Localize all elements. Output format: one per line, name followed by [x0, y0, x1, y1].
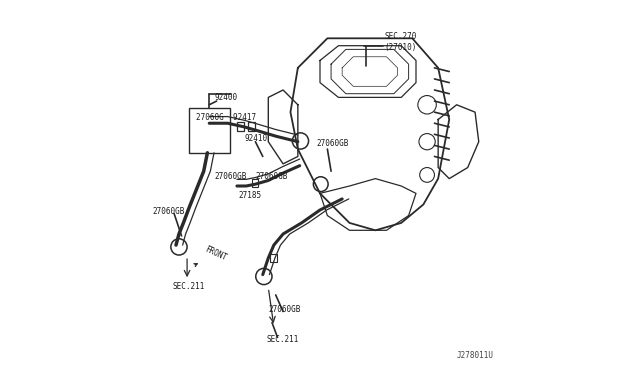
Text: 27060GB: 27060GB	[152, 207, 184, 217]
Bar	[252, 179, 259, 187]
Text: SEC.211: SEC.211	[266, 336, 299, 344]
Bar	[270, 254, 277, 262]
Bar	[248, 122, 255, 131]
Text: 92400: 92400	[215, 93, 238, 102]
Text: (27010): (27010)	[385, 43, 417, 52]
Text: 92410: 92410	[244, 134, 268, 142]
Text: 27060G  92417: 27060G 92417	[196, 113, 257, 122]
Text: 27060GB: 27060GB	[316, 139, 349, 148]
Bar	[189, 109, 230, 153]
Text: 27185: 27185	[239, 191, 262, 200]
Text: 27060GB: 27060GB	[215, 172, 247, 181]
Text: J278011U: J278011U	[456, 351, 493, 360]
Text: SEC.211: SEC.211	[172, 282, 205, 291]
Text: 27060GB: 27060GB	[255, 172, 288, 181]
Bar	[237, 122, 244, 131]
Text: SEC.270: SEC.270	[385, 32, 417, 41]
Text: FRONT: FRONT	[194, 245, 228, 266]
Text: 27060GB: 27060GB	[268, 305, 301, 314]
